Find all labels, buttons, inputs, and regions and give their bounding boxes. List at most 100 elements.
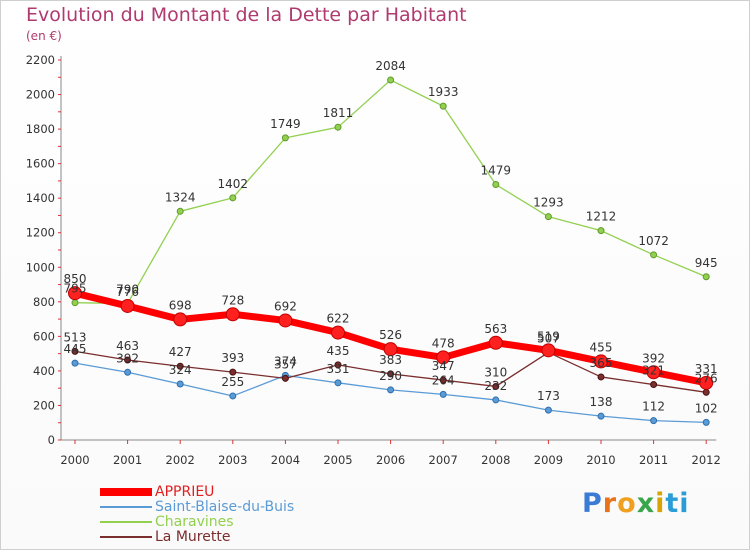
data-point: [278, 313, 293, 328]
x-tick-label: 2010: [586, 453, 615, 467]
data-point: [68, 286, 82, 301]
data-point: [702, 273, 710, 281]
data-point: [541, 343, 556, 358]
logo-letter: P: [582, 488, 603, 519]
data-label: 365: [590, 356, 613, 370]
data-label: 1749: [270, 117, 301, 131]
data-point: [120, 298, 135, 313]
x-tick-label: 2000: [60, 453, 89, 467]
data-label: 1293: [533, 196, 564, 210]
data-label: 2084: [375, 59, 406, 73]
data-label: 321: [642, 364, 665, 378]
data-label: 776: [116, 285, 139, 299]
y-tick-label: 2200: [26, 53, 55, 67]
y-tick-label: 600: [33, 329, 55, 343]
data-label: 435: [327, 344, 350, 358]
legend-swatch: [100, 536, 152, 538]
data-point: [492, 396, 500, 404]
logo-letter: x: [636, 488, 656, 519]
data-point: [334, 361, 342, 369]
legend-label: Charavines: [155, 514, 234, 530]
data-label: 526: [379, 328, 402, 342]
logo-letter: o: [617, 488, 637, 519]
data-label: 445: [64, 342, 87, 356]
axes: 0 200 400 600 800 1000 1200 1400 1600 1800 2000 220…: [26, 53, 721, 467]
data-point: [646, 365, 661, 380]
data-point: [281, 134, 289, 142]
data-point: [597, 227, 605, 235]
data-label: 1479: [481, 164, 512, 178]
data-point: [492, 382, 500, 390]
data-label: 255: [221, 375, 244, 389]
data-point: [281, 374, 289, 382]
data-label: 374: [274, 354, 297, 368]
data-label: 290: [379, 369, 402, 383]
data-label: 850: [64, 272, 87, 286]
data-label: 392: [116, 351, 139, 365]
y-tick-label: 1200: [26, 226, 55, 240]
data-label: 463: [116, 339, 139, 353]
data-point: [229, 194, 237, 202]
logo-letter: ti: [665, 488, 690, 519]
y-tick-label: 0: [48, 433, 55, 447]
data-point: [71, 359, 79, 367]
y-tick-label: 1400: [26, 191, 55, 205]
y-tick-label: 1000: [26, 260, 55, 274]
data-point: [173, 312, 188, 327]
data-point: [387, 370, 395, 378]
data-point: [702, 418, 710, 426]
data-label: 790: [116, 283, 139, 297]
data-label: 1072: [638, 234, 669, 248]
data-point: [176, 362, 184, 370]
x-tick-label: 2006: [376, 453, 405, 467]
x-tick-label: 2008: [481, 453, 510, 467]
data-label: 563: [484, 322, 507, 336]
data-label: 331: [327, 362, 350, 376]
proxiti-logo: Proxiti: [582, 488, 690, 519]
data-label: 357: [274, 357, 297, 371]
data-label: 513: [64, 330, 87, 344]
data-label: 383: [379, 353, 402, 367]
legend-swatch: [100, 488, 152, 496]
chart-title: Evolution du Montant de la Dette par Hab…: [26, 4, 467, 26]
y-tick-label: 1800: [26, 122, 55, 136]
data-label: 455: [590, 340, 613, 354]
legend-swatch: [100, 521, 152, 523]
data-point: [124, 356, 132, 364]
x-tick-label: 2011: [639, 453, 668, 467]
x-tick-label: 2001: [113, 453, 142, 467]
data-label: 692: [274, 299, 297, 313]
data-point: [383, 342, 398, 357]
y-tick-label: 400: [33, 364, 55, 378]
y-tick-label: 200: [33, 398, 55, 412]
data-point: [439, 376, 447, 384]
logo-letter: r: [602, 488, 618, 519]
data-label: 102: [695, 401, 718, 415]
data-point: [124, 368, 132, 376]
x-tick-label: 2004: [271, 453, 300, 467]
data-point: [597, 412, 605, 420]
x-tick-label: 2012: [692, 453, 721, 467]
legend-swatch: [100, 506, 152, 508]
data-label: 276: [695, 371, 718, 385]
logo-letter: i: [655, 488, 666, 519]
data-point: [436, 350, 451, 365]
data-label: 1212: [586, 210, 617, 224]
data-label: 138: [590, 395, 613, 409]
legend-label: La Murette: [155, 529, 231, 545]
data-label: 264: [432, 373, 455, 387]
data-label: 1324: [165, 190, 196, 204]
data-point: [597, 373, 605, 381]
data-label: 392: [642, 351, 665, 365]
x-tick-label: 2003: [218, 453, 247, 467]
data-point: [492, 181, 500, 189]
data-point: [176, 380, 184, 388]
data-point: [650, 251, 658, 259]
x-tick-label: 2005: [323, 453, 352, 467]
legend-label: Saint-Blaise-du-Buis: [155, 499, 295, 515]
data-point: [225, 307, 240, 322]
data-point: [439, 102, 447, 110]
data-point: [334, 379, 342, 387]
data-point: [71, 347, 79, 355]
